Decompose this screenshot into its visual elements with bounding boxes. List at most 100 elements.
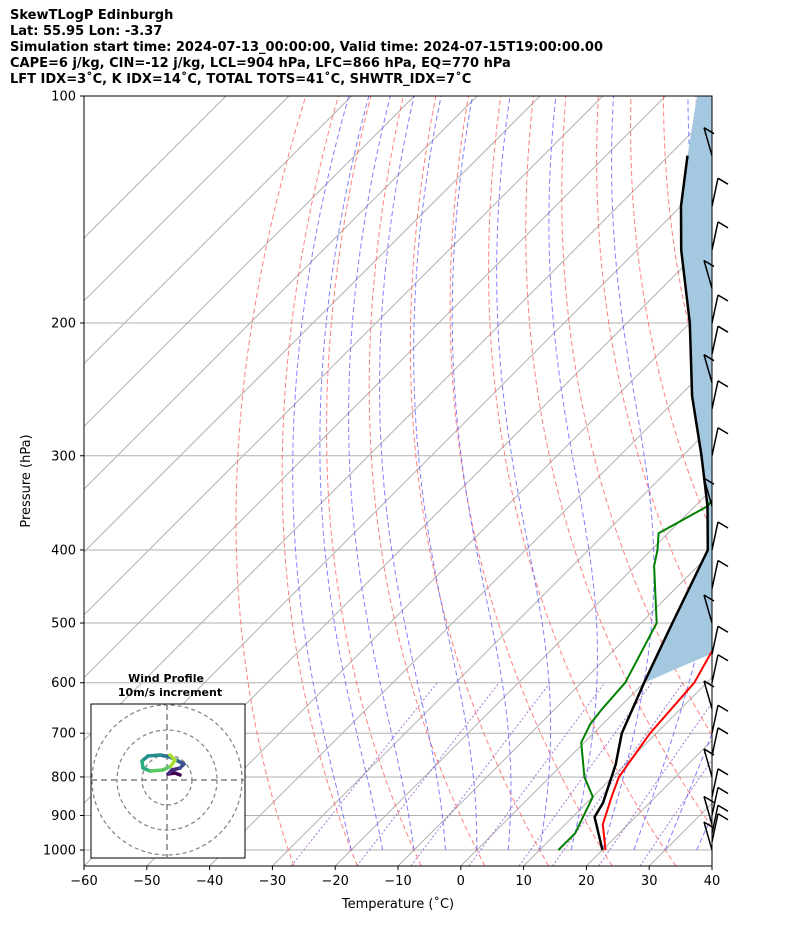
- hodograph-segment: [168, 753, 177, 762]
- isotherm-line: [460, 614, 712, 866]
- dewpoint-profile: [557, 498, 712, 851]
- wind-barb: [711, 177, 729, 207]
- header-times: Simulation start time: 2024-07-13_00:00:…: [10, 40, 603, 55]
- y-tick-label: 600: [51, 676, 76, 691]
- hodograph-subtitle: 10m/s increment: [118, 686, 222, 699]
- wind-barb: [711, 704, 729, 734]
- moist-adiabat-line: [728, 96, 794, 850]
- wind-barb: [711, 221, 729, 251]
- x-axis: −60 −50 −40 −30 −20 −10 0 10 20 30 40: [70, 866, 720, 889]
- y-tick-label: 500: [51, 617, 76, 632]
- moist-adiabat-line: [548, 96, 598, 851]
- x-tick-label: 0: [457, 874, 465, 889]
- wind-barb: [703, 354, 715, 383]
- wind-barb: [711, 804, 729, 834]
- dry-adiabat-line: [728, 96, 794, 866]
- wind-barb: [703, 795, 715, 825]
- wind-barb: [703, 594, 715, 624]
- isotherm-line: [84, 96, 541, 553]
- isotherm-line: [397, 551, 712, 866]
- y-axis-label: Pressure (hPa): [19, 434, 34, 527]
- mixing-ratio-line: [518, 682, 653, 866]
- x-tick-label: 30: [641, 874, 658, 889]
- header-cape-indices: CAPE=6 j/kg, CIN=-12 j/kg, LCL=904 hPa, …: [10, 56, 511, 71]
- isotherm-line: [711, 865, 712, 866]
- dry-adiabat-line: [596, 96, 712, 640]
- hodograph-segment: [146, 753, 162, 758]
- mixing-ratio-line: [410, 682, 551, 866]
- mixing-ratio-line: [598, 702, 712, 866]
- moist-adiabat-line: [348, 96, 415, 851]
- wind-barb: [703, 680, 715, 710]
- wind-barb: [711, 654, 729, 683]
- isotherm-line: [146, 300, 712, 866]
- moist-adiabat-line: [319, 96, 384, 851]
- isotherm-line: [84, 96, 227, 239]
- isotherm-line: [84, 96, 604, 616]
- cape-fill: [644, 96, 712, 683]
- moist-adiabat-line: [496, 96, 552, 851]
- wind-barb: [711, 727, 729, 756]
- wind-barb: [711, 380, 729, 410]
- moist-adiabat-line: [413, 96, 478, 850]
- isotherm-line: [209, 362, 712, 866]
- x-tick-label: −10: [384, 874, 411, 889]
- wind-barb: [711, 625, 729, 655]
- header-location: Lat: 55.95 Lon: -3.37: [10, 24, 163, 39]
- dry-adiabat-line: [561, 96, 712, 737]
- parcel-profile: [593, 155, 710, 851]
- isotherm-line: [84, 111, 712, 742]
- y-tick-label: 100: [51, 90, 76, 105]
- moist-adiabat-line: [451, 96, 512, 851]
- wind-barbs: [703, 127, 729, 851]
- wind-barb: [711, 559, 729, 589]
- moist-adiabat-line: [664, 732, 712, 851]
- y-tick-label: 1000: [43, 844, 76, 859]
- dry-adiabat-line: [235, 96, 307, 866]
- isotherm-line: [84, 96, 290, 302]
- wind-barb: [711, 786, 729, 816]
- header-stability-indices: LFT IDX=3˚C, K IDX=14˚C, TOTAL TOTS=41˚C…: [10, 72, 472, 87]
- wind-barb: [711, 325, 729, 355]
- wind-barb: [703, 127, 715, 156]
- y-tick-label: 400: [51, 543, 76, 558]
- hodograph-segment: [148, 768, 165, 773]
- wind-barb: [703, 477, 715, 507]
- dry-adiabat-line: [409, 96, 550, 866]
- cape-area: [644, 96, 712, 683]
- y-tick-label: 800: [51, 770, 76, 785]
- wind-barb: [703, 821, 715, 851]
- dry-adiabat-line: [488, 96, 677, 866]
- x-tick-label: −50: [133, 874, 160, 889]
- isotherm-line: [84, 96, 352, 365]
- x-tick-label: −20: [321, 874, 348, 889]
- moist-adiabat-line: [379, 96, 446, 851]
- x-axis-label: Temperature (˚C): [341, 896, 454, 912]
- temperature-profile: [601, 649, 712, 851]
- y-tick-label: 700: [51, 727, 76, 742]
- wind-barb: [711, 427, 729, 456]
- y-axis: 1000 900 800 700 600 500 400 300 200 100: [43, 90, 84, 859]
- isotherm-line: [523, 676, 712, 866]
- mixing-ratio-line: [639, 758, 712, 866]
- y-tick-label: 200: [51, 316, 76, 331]
- x-tick-label: 20: [578, 874, 595, 889]
- wind-barb: [711, 521, 729, 551]
- wind-barb: [711, 768, 729, 797]
- y-tick-label: 300: [51, 449, 76, 464]
- wind-barb: [711, 294, 729, 324]
- dry-adiabat-line: [281, 96, 358, 866]
- dry-adiabat-line: [761, 96, 794, 866]
- isotherm-line: [84, 96, 666, 679]
- x-tick-label: −40: [196, 874, 223, 889]
- header-title: SkewTLogP Edinburgh: [10, 8, 174, 23]
- y-tick-label: 900: [51, 809, 76, 824]
- mixing-ratio-line: [290, 682, 438, 866]
- hodograph-title: Wind Profile: [128, 672, 204, 685]
- dry-adiabat-line: [449, 96, 613, 866]
- wind-barb: [711, 813, 729, 842]
- x-tick-label: −60: [70, 874, 97, 889]
- isotherm-line: [272, 425, 712, 866]
- dry-adiabat-line: [525, 96, 712, 829]
